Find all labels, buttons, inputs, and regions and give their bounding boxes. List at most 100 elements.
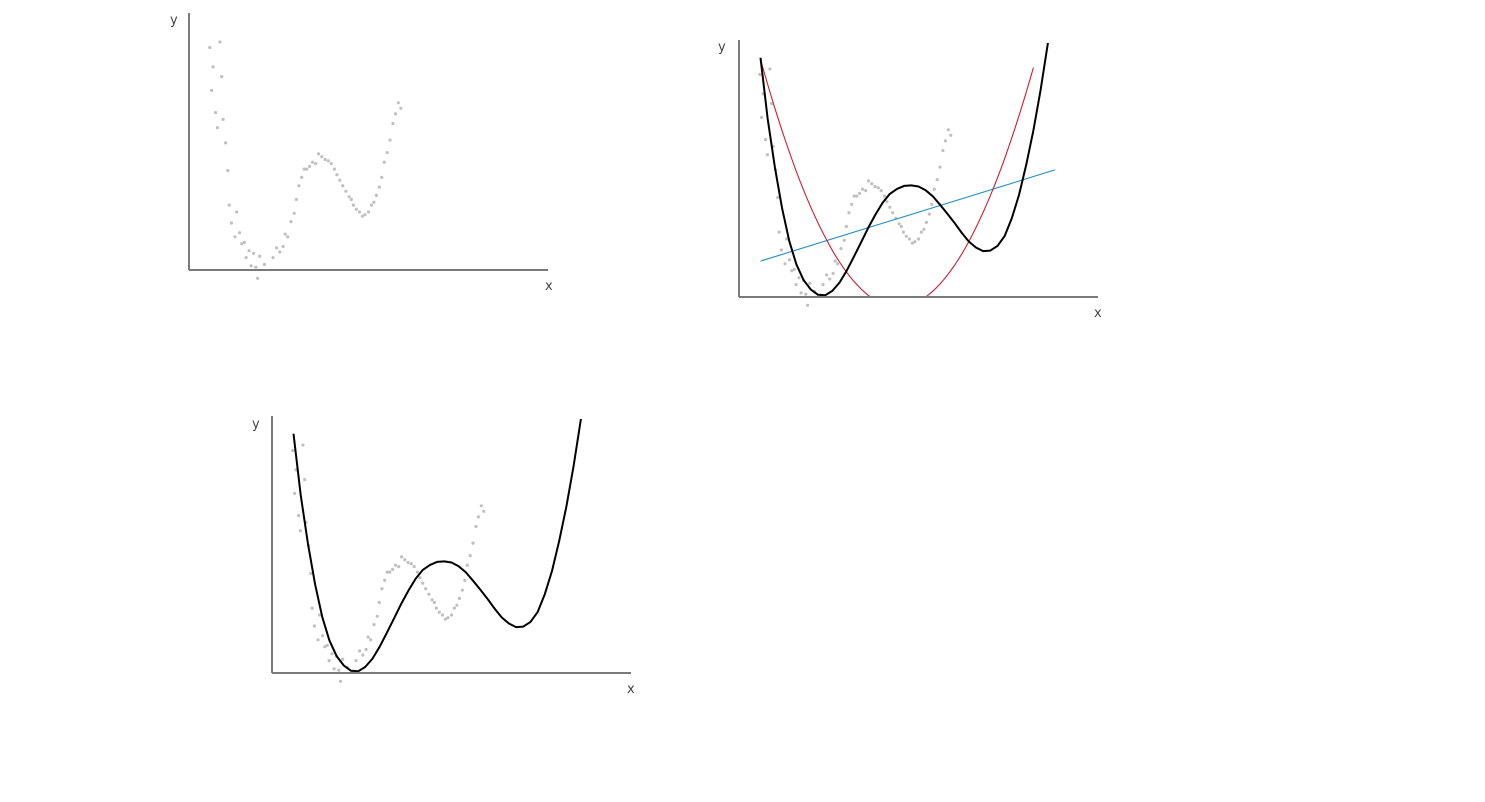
- scatter-point: [310, 160, 315, 164]
- scatter-point: [314, 162, 318, 166]
- scatter-point: [804, 292, 808, 296]
- scatter-point: [449, 613, 454, 617]
- scatter-point: [437, 610, 441, 614]
- scatter-point: [808, 281, 812, 285]
- scatter-point: [904, 234, 908, 238]
- scatter-point: [215, 126, 219, 130]
- scatter-point: [227, 203, 231, 207]
- scatter-point: [254, 265, 258, 269]
- scatter-point: [302, 167, 306, 171]
- scatter-point: [758, 72, 762, 77]
- scatter-point: [301, 443, 305, 447]
- scatter-point: [482, 509, 486, 513]
- scatter-point: [396, 101, 400, 105]
- scatter-point: [377, 600, 381, 605]
- scatter-point: [382, 160, 386, 164]
- chart-panel-3: y x: [252, 416, 635, 697]
- scatter-point: [842, 238, 846, 242]
- scatter-point: [388, 570, 392, 574]
- scatter-point: [393, 563, 398, 567]
- scatter-point: [297, 184, 301, 188]
- scatter-point: [885, 200, 889, 204]
- scatter-point: [790, 269, 794, 273]
- scatter-point: [888, 205, 892, 209]
- scatter-point: [882, 194, 886, 198]
- scatter-point: [779, 248, 783, 252]
- scatter-point: [262, 262, 266, 267]
- scatter-point: [949, 133, 953, 137]
- scatter-point: [910, 241, 914, 245]
- scatter-point: [214, 110, 218, 115]
- scatter-point: [303, 478, 307, 482]
- scatter-point: [300, 175, 304, 179]
- scatter-point: [256, 276, 260, 280]
- points-layer: [291, 443, 486, 683]
- scatter-point: [363, 213, 367, 217]
- scatter-point: [310, 606, 314, 610]
- scatter-point: [412, 565, 416, 569]
- scatter-point: [935, 178, 939, 182]
- scatter-point: [867, 179, 871, 183]
- scatter-point: [361, 653, 365, 657]
- scatter-point: [332, 167, 336, 171]
- scatter-point: [312, 624, 316, 628]
- scatter-point: [430, 598, 434, 602]
- scatter-point: [281, 244, 285, 249]
- linear-fit-line: [760, 169, 1056, 262]
- scatter-point: [208, 45, 212, 50]
- scatter-point: [252, 251, 256, 255]
- scatter-point: [463, 578, 467, 582]
- scatter-point: [385, 570, 389, 574]
- scatter-point: [913, 240, 917, 244]
- scatter-point: [380, 175, 384, 179]
- scatter-point: [235, 210, 239, 214]
- scatter-point: [468, 554, 472, 558]
- scatter-point: [357, 210, 362, 214]
- scatter-point: [465, 563, 469, 567]
- scatter-point: [258, 254, 262, 258]
- scatter-point: [777, 230, 781, 234]
- scatter-point: [794, 283, 798, 287]
- scatter-point: [293, 491, 297, 495]
- scatter-point: [418, 576, 422, 580]
- scatter-point: [341, 657, 345, 661]
- scatter-point: [238, 231, 242, 235]
- scatter-point: [844, 224, 848, 229]
- scatter-point: [446, 616, 450, 620]
- scatter-point: [308, 164, 312, 168]
- scatter-point: [891, 211, 895, 215]
- scatter-point: [831, 271, 835, 276]
- scatter-point: [329, 162, 333, 166]
- scatter-point: [930, 202, 934, 206]
- scatter-point: [764, 137, 768, 142]
- scatter-point: [427, 592, 431, 596]
- fits-layer: [759, 43, 1056, 297]
- scatter-point: [899, 224, 903, 229]
- scatter-point: [338, 178, 342, 182]
- scatter-point: [286, 235, 290, 239]
- scatter-point: [380, 587, 384, 591]
- scatter-point: [901, 230, 905, 234]
- quadratic-fit-line: [759, 59, 1034, 297]
- scatter-point: [305, 167, 309, 171]
- scatter-point: [372, 200, 376, 204]
- scatter-point: [836, 262, 840, 266]
- scatter-point: [932, 187, 936, 191]
- scatter-point: [326, 159, 330, 163]
- scatter-point: [864, 189, 868, 193]
- y-axis-label: y: [170, 13, 178, 28]
- scatter-point: [415, 570, 419, 574]
- scatter-point: [776, 195, 780, 200]
- scatter-point: [879, 189, 883, 193]
- scatter-point: [364, 647, 368, 652]
- x-axis-label: x: [545, 279, 553, 294]
- scatter-point: [317, 152, 321, 156]
- scatter-point: [783, 262, 787, 266]
- scatter-point: [421, 581, 425, 585]
- scatter-point: [211, 65, 215, 69]
- scatter-point: [385, 151, 389, 155]
- scatter-point: [320, 155, 324, 159]
- scatter-point: [799, 291, 803, 295]
- x-axis-label: x: [627, 682, 635, 697]
- scatter-point: [858, 191, 862, 195]
